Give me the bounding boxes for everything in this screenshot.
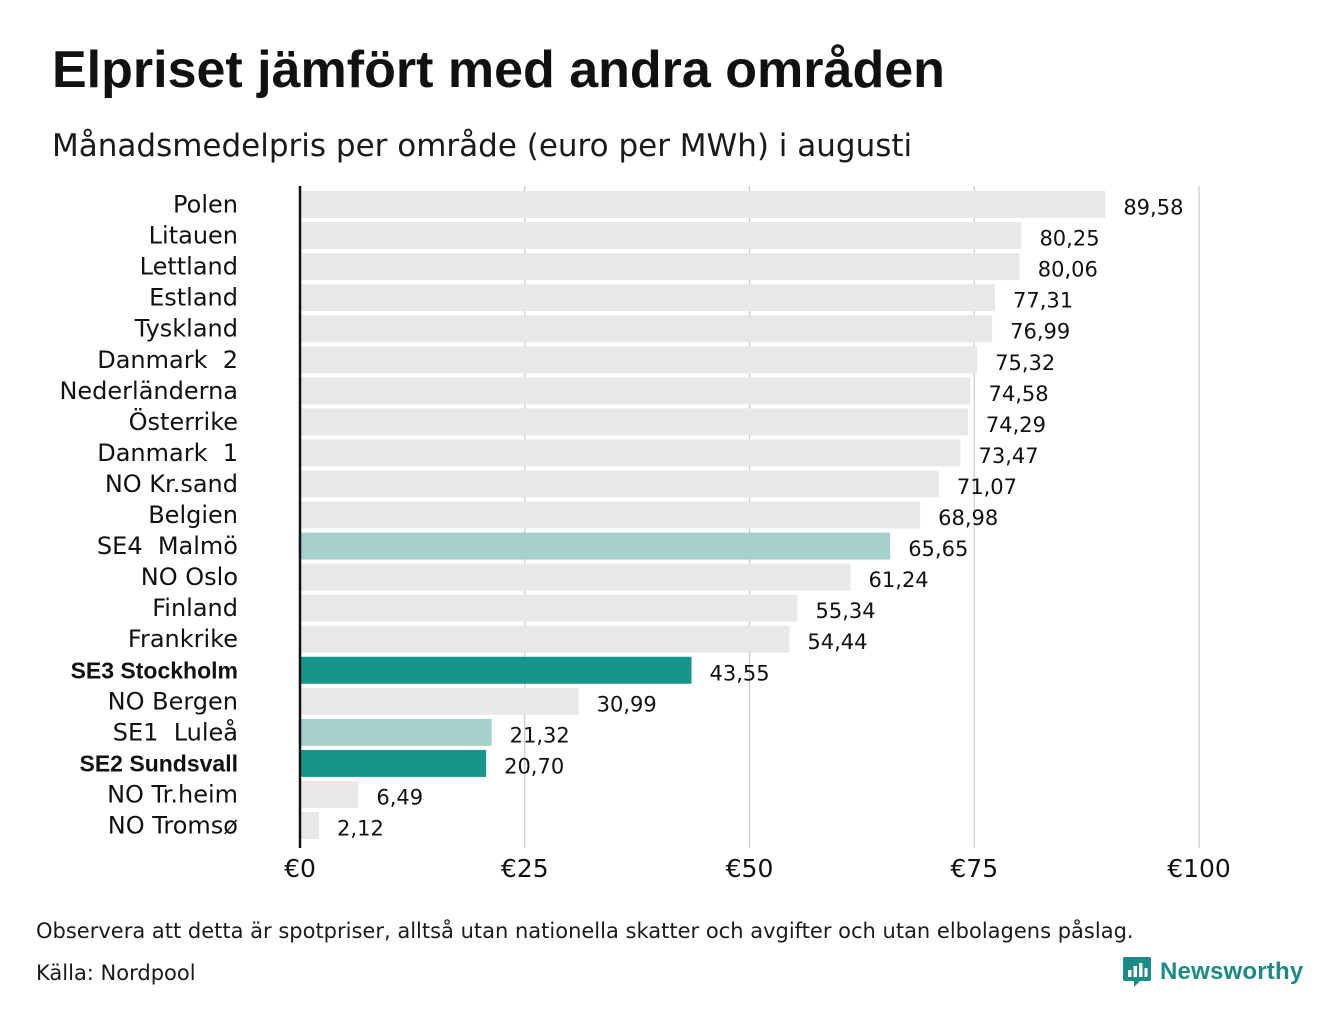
value-label: 65,65 bbox=[908, 537, 968, 561]
x-tick-label: €75 bbox=[950, 854, 998, 883]
bars bbox=[300, 191, 1106, 840]
value-label: 74,58 bbox=[988, 382, 1048, 406]
bar bbox=[300, 222, 1022, 250]
bar bbox=[300, 656, 692, 684]
value-label: 77,31 bbox=[1013, 289, 1073, 313]
category-label: SE4 Malmö bbox=[97, 532, 238, 560]
value-label: 55,34 bbox=[816, 599, 876, 623]
value-label: 54,44 bbox=[807, 630, 867, 654]
category-label: Litauen bbox=[149, 222, 238, 250]
footnote: Observera att detta är spotpriser, allts… bbox=[36, 919, 1134, 943]
bar bbox=[300, 346, 978, 374]
category-label: Danmark 2 bbox=[97, 346, 238, 374]
brand-name: Newsworthy bbox=[1160, 958, 1304, 985]
bar bbox=[300, 749, 487, 777]
x-tick-label: €0 bbox=[284, 854, 316, 883]
bar bbox=[300, 377, 971, 405]
bar bbox=[300, 470, 939, 498]
category-label: NO Kr.sand bbox=[105, 470, 238, 498]
value-labels: 89,58 80,25 80,06 77,31 76,99 75,32 74,58 74,29… bbox=[337, 196, 1183, 841]
x-axis-ticks: €0 €25 €50 €75 €100 bbox=[284, 854, 1231, 883]
category-label: Österrike bbox=[129, 407, 238, 436]
value-label: 74,29 bbox=[986, 413, 1046, 437]
bar bbox=[300, 687, 579, 715]
bar bbox=[300, 408, 968, 436]
category-label: NO Oslo bbox=[141, 563, 238, 591]
category-label: SE3 Stockholm bbox=[71, 657, 238, 683]
newsworthy-logo-icon bbox=[1123, 957, 1151, 987]
value-label: 30,99 bbox=[597, 692, 657, 716]
value-label: 61,24 bbox=[869, 568, 929, 592]
bar bbox=[300, 284, 996, 312]
value-label: 76,99 bbox=[1010, 320, 1070, 344]
value-label: 80,06 bbox=[1038, 258, 1098, 282]
value-label: 20,70 bbox=[504, 754, 564, 778]
bar bbox=[300, 812, 320, 840]
bar bbox=[300, 315, 993, 343]
bar bbox=[300, 780, 359, 808]
bar bbox=[300, 253, 1020, 281]
category-label: Frankrike bbox=[128, 625, 238, 653]
category-label: Polen bbox=[173, 191, 238, 219]
x-tick-label: €100 bbox=[1167, 854, 1231, 883]
value-label: 80,25 bbox=[1039, 227, 1099, 251]
category-label: Estland bbox=[149, 284, 238, 312]
category-label: Tyskland bbox=[134, 315, 238, 343]
bar bbox=[300, 594, 798, 622]
category-label: NO Bergen bbox=[108, 687, 238, 715]
category-label: Finland bbox=[152, 594, 238, 622]
category-label: Nederländerna bbox=[59, 377, 238, 405]
value-label: 68,98 bbox=[938, 506, 998, 530]
bar-chart: Polen Litauen Lettland Estland Tyskland Danma… bbox=[59, 186, 1231, 883]
category-label: NO Tromsø bbox=[108, 812, 238, 840]
brand-logo: Newsworthy bbox=[1122, 954, 1303, 990]
bar bbox=[300, 718, 492, 746]
bar bbox=[300, 625, 790, 653]
chart-title: Elpriset jämfört med andra områden bbox=[52, 41, 945, 99]
x-tick-label: €50 bbox=[726, 854, 774, 883]
category-label: SE2 Sundsvall bbox=[79, 750, 238, 776]
value-label: 21,32 bbox=[510, 723, 570, 747]
value-label: 71,07 bbox=[957, 475, 1017, 499]
category-label: Belgien bbox=[148, 501, 238, 529]
value-label: 2,12 bbox=[337, 817, 384, 841]
value-label: 6,49 bbox=[376, 785, 423, 809]
bar bbox=[300, 439, 961, 467]
value-label: 75,32 bbox=[995, 351, 1055, 375]
category-label: Danmark 1 bbox=[97, 439, 238, 467]
value-label: 73,47 bbox=[978, 444, 1038, 468]
category-label: Lettland bbox=[140, 253, 238, 281]
chart-subtitle: Månadsmedelpris per område (euro per MWh… bbox=[52, 128, 913, 164]
source-credit: Källa: Nordpool bbox=[36, 961, 196, 985]
bar bbox=[300, 532, 891, 560]
bar bbox=[300, 191, 1106, 219]
value-label: 43,55 bbox=[710, 661, 770, 685]
bar bbox=[300, 563, 851, 591]
bar bbox=[300, 501, 921, 529]
value-label: 89,58 bbox=[1123, 196, 1183, 220]
category-label: NO Tr.heim bbox=[107, 780, 238, 808]
category-labels: Polen Litauen Lettland Estland Tyskland Danma… bbox=[59, 191, 238, 840]
category-label: SE1 Luleå bbox=[113, 717, 238, 746]
x-tick-label: €25 bbox=[501, 854, 549, 883]
